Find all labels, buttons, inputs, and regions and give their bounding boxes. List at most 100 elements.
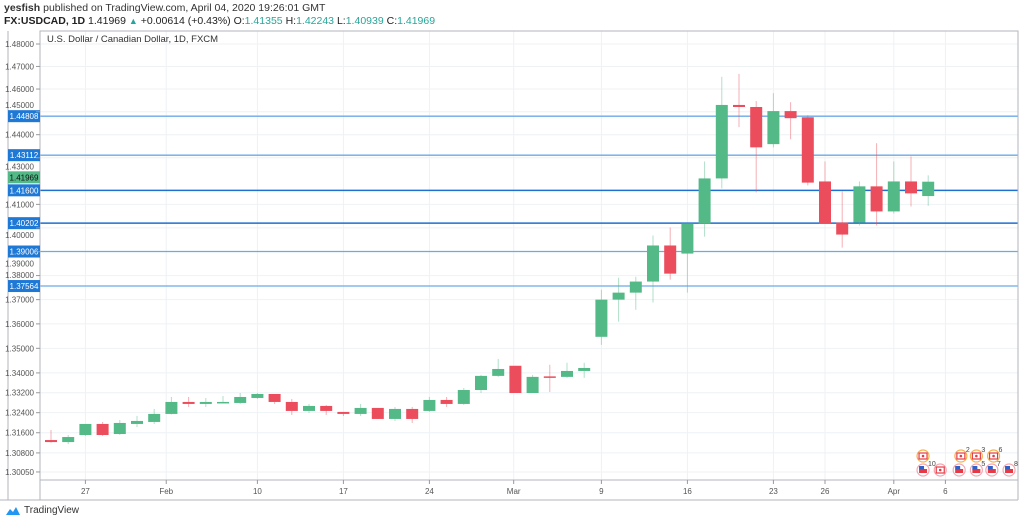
last-price: 1.41969: [88, 15, 126, 27]
event-us-icon[interactable]: 10: [916, 461, 936, 477]
candle-body: [922, 181, 935, 197]
candle-body: [165, 401, 178, 414]
price-label-bg: [8, 280, 40, 293]
x-tick-label: 9: [599, 487, 604, 496]
candle-body: [819, 181, 831, 224]
x-tick-label: 16: [683, 487, 692, 496]
candle-body: [113, 422, 126, 435]
x-tick-label: 23: [769, 487, 778, 496]
candle-body: [268, 393, 281, 402]
candle-down: [664, 227, 677, 280]
candle-up: [148, 408, 161, 424]
x-tick-label: 24: [425, 487, 434, 496]
y-tick-label: 1.31600: [5, 429, 34, 438]
y-tick-label: 1.41000: [5, 200, 34, 209]
candle-up: [251, 392, 264, 399]
publish-info: yesfish published on TradingView.com, Ap…: [4, 2, 325, 14]
x-tick-label: 10: [253, 487, 262, 496]
candle-up: [354, 403, 367, 416]
tradingview-logo[interactable]: TradingView: [5, 505, 79, 516]
candle-body: [320, 405, 333, 411]
price-label-bg: [8, 245, 40, 258]
price-label-bg: [8, 184, 40, 197]
author[interactable]: yesfish: [4, 2, 41, 14]
candle-down: [784, 102, 797, 140]
candle-down: [750, 101, 763, 193]
price-axis[interactable]: 1.44808 1.43112 1.41600 1.40202 1.39006 1.375…: [5, 40, 40, 477]
event-count: 6: [999, 447, 1003, 454]
event-ca-icon[interactable]: [916, 449, 930, 463]
y-tick-label: 1.32400: [5, 409, 34, 418]
time-axis[interactable]: 27 Feb 10 17 24 Mar 9 16 23 26 Apr 6: [81, 480, 948, 496]
candle-down: [182, 396, 195, 407]
price-label-bg: [8, 217, 40, 230]
candle-body: [543, 376, 556, 378]
event-us-icon[interactable]: [952, 463, 966, 477]
candle-body: [389, 408, 401, 419]
candle-body: [406, 408, 419, 419]
candle-down: [543, 364, 556, 392]
candle-up: [475, 374, 487, 393]
event-markers: 2 3 6 10 5 7 8: [916, 447, 1018, 477]
candle-down: [905, 156, 917, 207]
event-us-icon[interactable]: 5: [969, 461, 985, 477]
candle-body: [836, 222, 849, 235]
event-ca-icon[interactable]: 2: [954, 447, 970, 463]
event-ca-icon[interactable]: [933, 463, 947, 477]
candle-body: [595, 299, 608, 337]
event-count: 7: [997, 461, 1001, 468]
y-tick-label: 1.43000: [5, 162, 34, 171]
symbol-legend: FX:USDCAD, 1D 1.41969 ▲ +0.00614 (+0.43%…: [4, 15, 435, 27]
candle-up: [113, 419, 126, 436]
y-tick-label: 1.40000: [5, 231, 34, 240]
candle-up: [389, 406, 401, 421]
event-count: 10: [928, 461, 936, 468]
candle-down: [836, 191, 849, 248]
event-ca-icon[interactable]: 6: [986, 447, 1003, 463]
candle-body: [664, 245, 677, 274]
candle-down: [801, 115, 814, 186]
x-tick-label: 27: [81, 487, 90, 496]
candle-up: [767, 93, 780, 148]
y-tick-label: 1.30050: [5, 468, 34, 477]
y-tick-label: 1.33200: [5, 389, 34, 398]
candle-up: [199, 397, 212, 407]
close-value: 1.41969: [397, 15, 436, 27]
candle-up: [887, 161, 900, 214]
candle-body: [887, 181, 900, 212]
x-tick-label: 6: [943, 487, 948, 496]
candle-body: [285, 401, 298, 411]
y-tick-label: 1.36000: [5, 320, 34, 329]
candle-body: [492, 368, 505, 376]
x-tick-label: Feb: [159, 487, 173, 496]
maple-leaf-icon: [959, 454, 963, 458]
candle-up: [526, 374, 539, 393]
open-value: 1.41355: [244, 15, 283, 27]
candle-body: [199, 401, 212, 404]
event-us-icon[interactable]: 7: [985, 461, 1001, 477]
y-tick-label: 1.38000: [5, 271, 34, 280]
maple-leaf-icon: [921, 454, 925, 458]
candle-body: [423, 399, 436, 411]
candle-down: [406, 406, 419, 423]
event-us-icon[interactable]: 8: [1002, 461, 1018, 477]
price-label-bg: [8, 149, 40, 162]
event-ca-icon[interactable]: 3: [969, 447, 985, 463]
candle-down: [733, 73, 745, 128]
x-tick-label: Apr: [888, 487, 901, 496]
high-label: H:: [285, 15, 297, 27]
candle-up: [234, 392, 247, 404]
candle-up: [647, 235, 659, 303]
candle-down: [870, 143, 883, 226]
high-value: 1.42243: [296, 15, 335, 27]
x-tick-label: 17: [339, 487, 348, 496]
candle-body: [457, 390, 470, 404]
candle-up: [217, 395, 229, 404]
candle-body: [578, 367, 591, 371]
flag-us-canton-icon: [1005, 466, 1011, 470]
maple-leaf-icon: [975, 454, 978, 458]
flag-us-canton-icon: [955, 466, 961, 470]
candle-down: [819, 161, 831, 224]
candle-body: [767, 111, 780, 145]
